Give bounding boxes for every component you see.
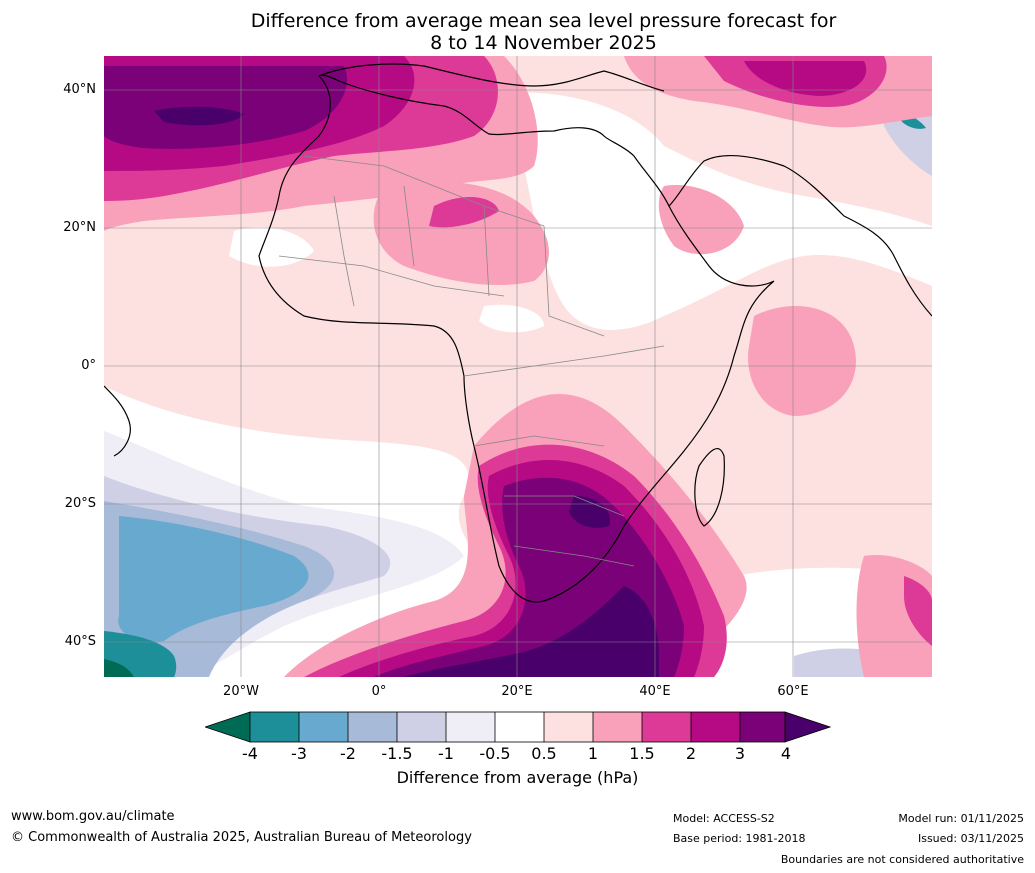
lon-label-40e: 40°E	[639, 684, 671, 699]
field-pos-arabia	[658, 185, 744, 255]
colorbar-frame	[249, 711, 786, 743]
colorbar-tick: 4	[780, 744, 792, 763]
field-pos-southeast-core	[904, 576, 932, 646]
south-america-coastline	[104, 385, 131, 457]
footer-copyright: © Commonwealth of Australia 2025, Austra…	[11, 830, 472, 845]
lon-label-60e: 60°E	[777, 684, 809, 699]
field-pos-indian-ocean	[748, 306, 856, 416]
field-neutral-central-africa	[479, 304, 544, 333]
field-pos-southern-africa-4b	[404, 586, 659, 677]
madagascar-coastline	[694, 448, 725, 527]
colorbar-tick: 0.5	[531, 744, 557, 763]
lat-label-40n: 40°N	[63, 82, 96, 97]
title-line-2: 8 to 14 November 2025	[430, 32, 657, 54]
colorbar-extend-high	[784, 711, 832, 743]
lat-label-20n: 20°N	[63, 220, 96, 235]
footer-model: Model: ACCESS-S2	[673, 812, 775, 825]
arabia-india-coastline	[668, 154, 932, 317]
lon-label-20e: 20°E	[501, 684, 533, 699]
colorbar-bin	[593, 712, 642, 742]
map-svg	[104, 56, 932, 677]
colorbar-tick: 1.5	[629, 744, 655, 763]
field-neutral-west-africa	[229, 227, 314, 267]
lat-label-0: 0°	[81, 358, 96, 373]
colorbar	[203, 710, 832, 746]
footer-issued: Issued: 03/11/2025	[917, 832, 1024, 845]
colorbar-extend-low	[203, 711, 251, 743]
colorbar-bin	[299, 712, 348, 742]
gridlines	[104, 56, 932, 677]
field-neg-2	[118, 516, 309, 642]
colorbar-svg	[203, 711, 832, 743]
footer-model-run: Model run: 01/11/2025	[898, 812, 1024, 825]
colorbar-bin	[446, 712, 495, 742]
colorbar-tick: -0.5	[479, 744, 511, 763]
lon-label-20w: 20°W	[223, 684, 259, 699]
field-pos-sahara	[373, 181, 549, 286]
colorbar-bin	[544, 712, 593, 742]
colorbar-tick: -3	[291, 744, 307, 763]
colorbar-label: Difference from average (hPa)	[396, 768, 639, 787]
coastlines	[104, 63, 932, 603]
colorbar-tick: 1	[587, 744, 599, 763]
lat-label-20s: 20°S	[64, 496, 96, 511]
country-borders	[278, 155, 665, 567]
colorbar-bin	[250, 712, 299, 742]
field-pos-asia-inner	[744, 61, 867, 96]
title-line-1: Difference from average mean sea level p…	[250, 10, 837, 32]
colorbar-bin	[740, 712, 785, 742]
footer-base-period: Base period: 1981-2018	[673, 832, 806, 845]
footer-disclaimer: Boundaries are not considered authoritat…	[780, 853, 1024, 866]
africa-coastline	[258, 74, 775, 603]
colorbar-tick: 3	[734, 744, 746, 763]
footer-website[interactable]: www.bom.gov.au/climate	[11, 809, 175, 824]
chart-title: Difference from average mean sea level p…	[0, 10, 1035, 54]
colorbar-bin	[397, 712, 446, 742]
colorbar-bin	[348, 712, 397, 742]
colorbar-bin	[642, 712, 691, 742]
pressure-anomaly-map	[104, 56, 932, 677]
colorbar-tick: -1.5	[381, 744, 413, 763]
lon-label-0: 0°	[371, 684, 387, 699]
colorbar-bin	[495, 712, 544, 742]
field-pos-sahara-core	[429, 196, 499, 228]
colorbar-tick: -1	[438, 744, 454, 763]
field-pos-3	[104, 66, 348, 149]
lat-label-40s: 40°S	[64, 634, 96, 649]
europe-coastline	[318, 63, 665, 92]
colorbar-bin	[691, 712, 740, 742]
colorbar-tick: 2	[685, 744, 697, 763]
colorbar-dividers	[298, 712, 741, 742]
field-pos-4	[154, 106, 244, 126]
colorbar-tick: -2	[340, 744, 356, 763]
colorbar-tick: -4	[242, 744, 258, 763]
field-neg-4	[104, 659, 134, 677]
